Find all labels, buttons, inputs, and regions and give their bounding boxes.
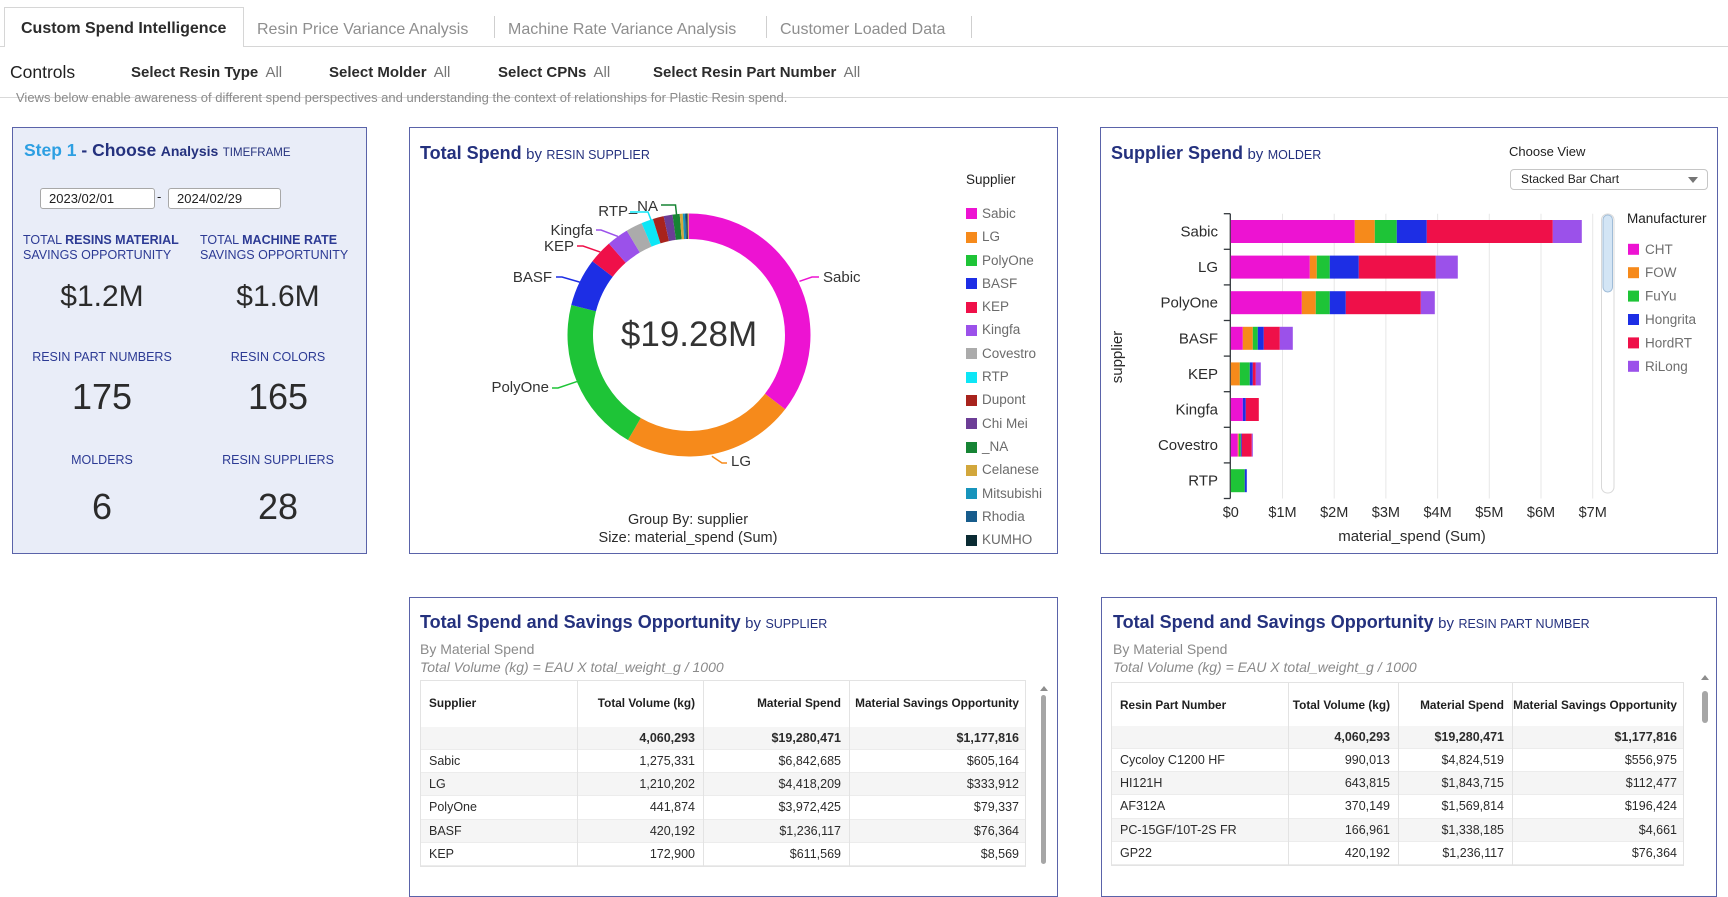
svg-text:$2M: $2M [1320, 505, 1348, 521]
svg-text:BASF: BASF [513, 269, 552, 286]
svg-text:KEP: KEP [1188, 366, 1218, 383]
svg-text:Sabic: Sabic [1180, 224, 1218, 241]
svg-text:Kingfa: Kingfa [550, 222, 593, 239]
svg-text:Hongrita: Hongrita [1645, 312, 1697, 327]
svg-text:_NA: _NA [628, 198, 658, 215]
svg-text:FOW: FOW [1645, 265, 1677, 280]
svg-text:$0: $0 [1223, 505, 1239, 521]
svg-text:LG: LG [1198, 259, 1218, 276]
svg-text:HordRT: HordRT [1645, 335, 1692, 350]
svg-text:RiLong: RiLong [1645, 359, 1688, 374]
svg-text:RTP: RTP [598, 203, 628, 220]
svg-text:PolyOne: PolyOne [1160, 295, 1218, 312]
svg-text:$5M: $5M [1475, 505, 1503, 521]
svg-text:Manufacturer: Manufacturer [1627, 211, 1707, 226]
svg-text:LG: LG [731, 453, 751, 470]
svg-text:$1M: $1M [1268, 505, 1296, 521]
svg-text:$4M: $4M [1423, 505, 1451, 521]
svg-text:Sabic: Sabic [823, 269, 861, 286]
svg-text:BASF: BASF [1179, 330, 1218, 347]
svg-text:PolyOne: PolyOne [491, 379, 549, 396]
svg-text:KEP: KEP [544, 238, 574, 255]
svg-text:$3M: $3M [1372, 505, 1400, 521]
svg-text:CHT: CHT [1645, 242, 1673, 257]
svg-text:RTP: RTP [1188, 473, 1218, 490]
svg-text:Size: material_spend (Sum): Size: material_spend (Sum) [599, 530, 778, 546]
svg-text:$6M: $6M [1527, 505, 1555, 521]
svg-text:Covestro: Covestro [1158, 437, 1218, 454]
svg-text:Group By: supplier: Group By: supplier [628, 512, 748, 528]
svg-text:$19.28M: $19.28M [621, 315, 757, 354]
svg-text:material_spend (Sum): material_spend (Sum) [1338, 528, 1486, 545]
svg-text:supplier: supplier [1109, 331, 1126, 384]
svg-text:$7M: $7M [1579, 505, 1607, 521]
svg-text:FuYu: FuYu [1645, 289, 1677, 304]
svg-text:Kingfa: Kingfa [1175, 402, 1218, 419]
